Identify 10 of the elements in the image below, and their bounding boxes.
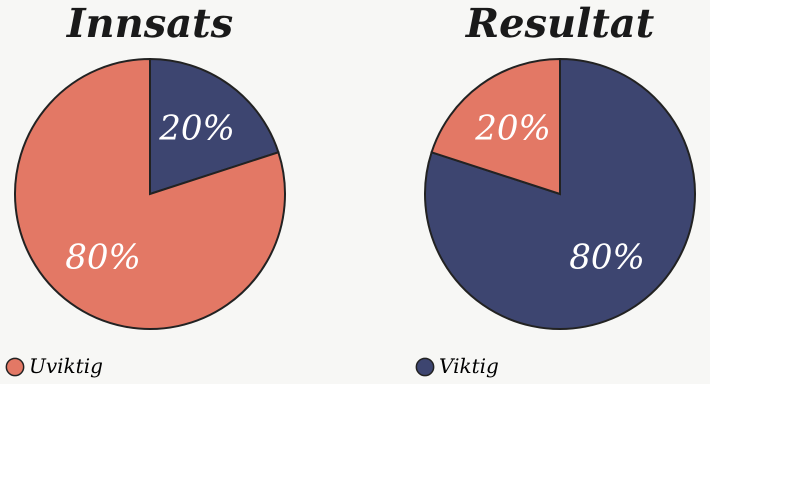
legend-label: Uviktig — [29, 354, 103, 378]
chart-title: Innsats — [66, 0, 234, 47]
data-label: 80% — [65, 238, 141, 278]
pie-slice — [424, 58, 696, 330]
legend-label: Viktig — [439, 354, 499, 378]
data-label: 20% — [158, 108, 235, 148]
data-label: 80% — [569, 238, 645, 278]
pie-slice — [14, 58, 286, 330]
chart-title: Resultat — [464, 0, 655, 47]
data-label: 20% — [474, 108, 551, 148]
